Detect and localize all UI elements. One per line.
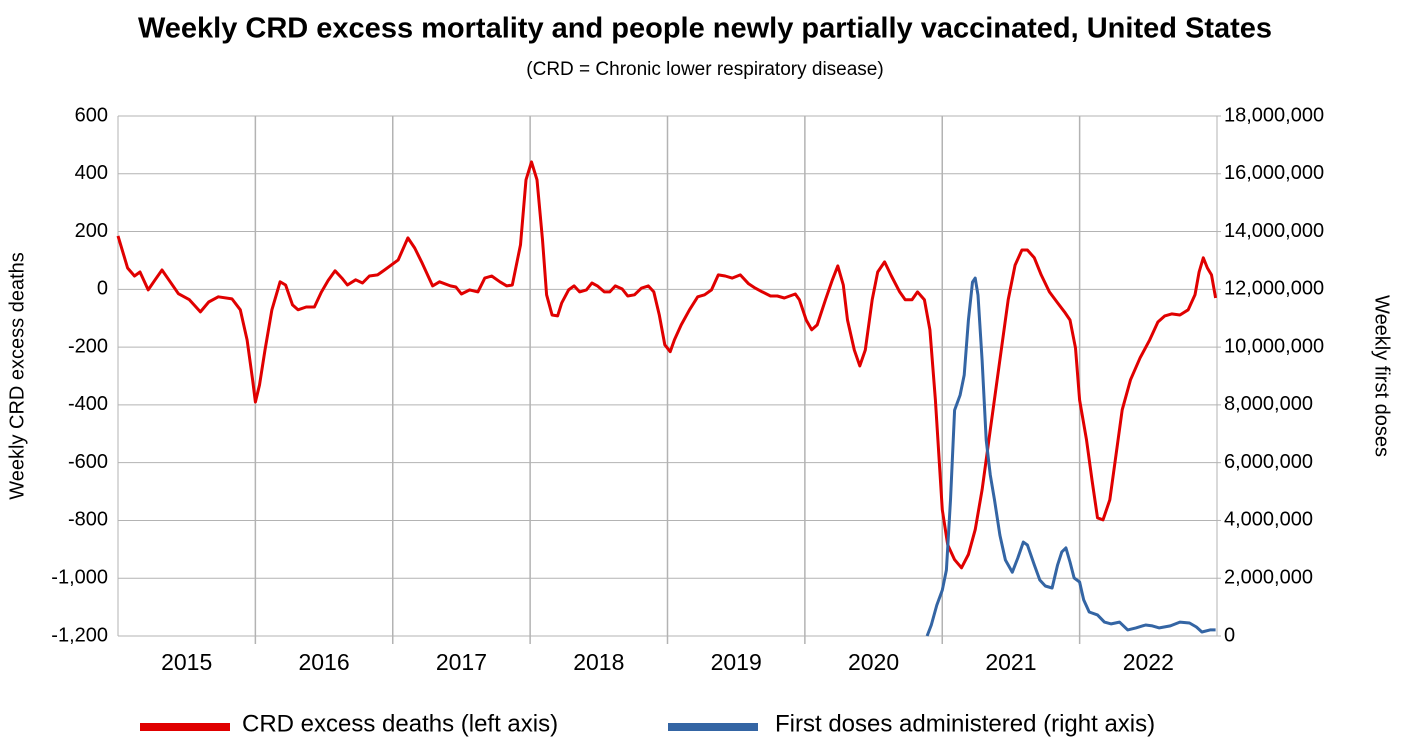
- y-tick-label: -800: [68, 509, 108, 531]
- x-tick-label: 2020: [848, 649, 899, 675]
- y2-axis-title: Weekly first doses: [1371, 295, 1393, 457]
- y2-tick-label: 0: [1224, 624, 1235, 646]
- y2-tick-label: 10,000,000: [1224, 335, 1324, 357]
- y-tick-label: -200: [68, 335, 108, 357]
- chart-title: Weekly CRD excess mortality and people n…: [138, 13, 1272, 45]
- y-tick-label: -1,000: [51, 567, 108, 589]
- y2-tick-label: 8,000,000: [1224, 393, 1313, 415]
- y2-tick-label: 16,000,000: [1224, 162, 1324, 184]
- y-tick-label: -1,200: [51, 624, 108, 646]
- y-axis-title: Weekly CRD excess deaths: [6, 252, 28, 500]
- y-tick-label: -600: [68, 451, 108, 473]
- series-line: [925, 276, 1216, 637]
- y2-tick-label: 18,000,000: [1224, 104, 1324, 126]
- x-tick-label: 2016: [298, 649, 349, 675]
- y2-tick-label: 4,000,000: [1224, 509, 1313, 531]
- y2-tick-label: 12,000,000: [1224, 278, 1324, 300]
- y-tick-label: 600: [75, 104, 108, 126]
- x-tick-label: 2021: [985, 649, 1036, 675]
- y2-tick-label: 6,000,000: [1224, 451, 1313, 473]
- y-tick-label: 0: [97, 278, 108, 300]
- y2-tick-label: 14,000,000: [1224, 220, 1324, 242]
- chart-subtitle: (CRD = Chronic lower respiratory disease…: [526, 59, 883, 80]
- y2-tick-label: 2,000,000: [1224, 567, 1313, 589]
- legend-label: CRD excess deaths (left axis): [242, 710, 558, 737]
- x-tick-label: 2022: [1123, 649, 1174, 675]
- x-tick-label: 2018: [573, 649, 624, 675]
- y-tick-label: 200: [75, 220, 108, 242]
- x-tick-label: 2017: [436, 649, 487, 675]
- y-tick-label: 400: [75, 162, 108, 184]
- legend-label: First doses administered (right axis): [775, 710, 1155, 737]
- x-tick-label: 2019: [711, 649, 762, 675]
- x-tick-label: 2015: [161, 649, 212, 675]
- y-tick-label: -400: [68, 393, 108, 415]
- series-line: [116, 160, 1218, 570]
